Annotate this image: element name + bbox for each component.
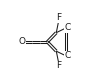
Text: F: F [56, 61, 61, 70]
Text: F: F [56, 13, 61, 22]
Text: C: C [65, 51, 71, 61]
Text: C: C [65, 23, 71, 32]
Text: O: O [19, 37, 26, 46]
